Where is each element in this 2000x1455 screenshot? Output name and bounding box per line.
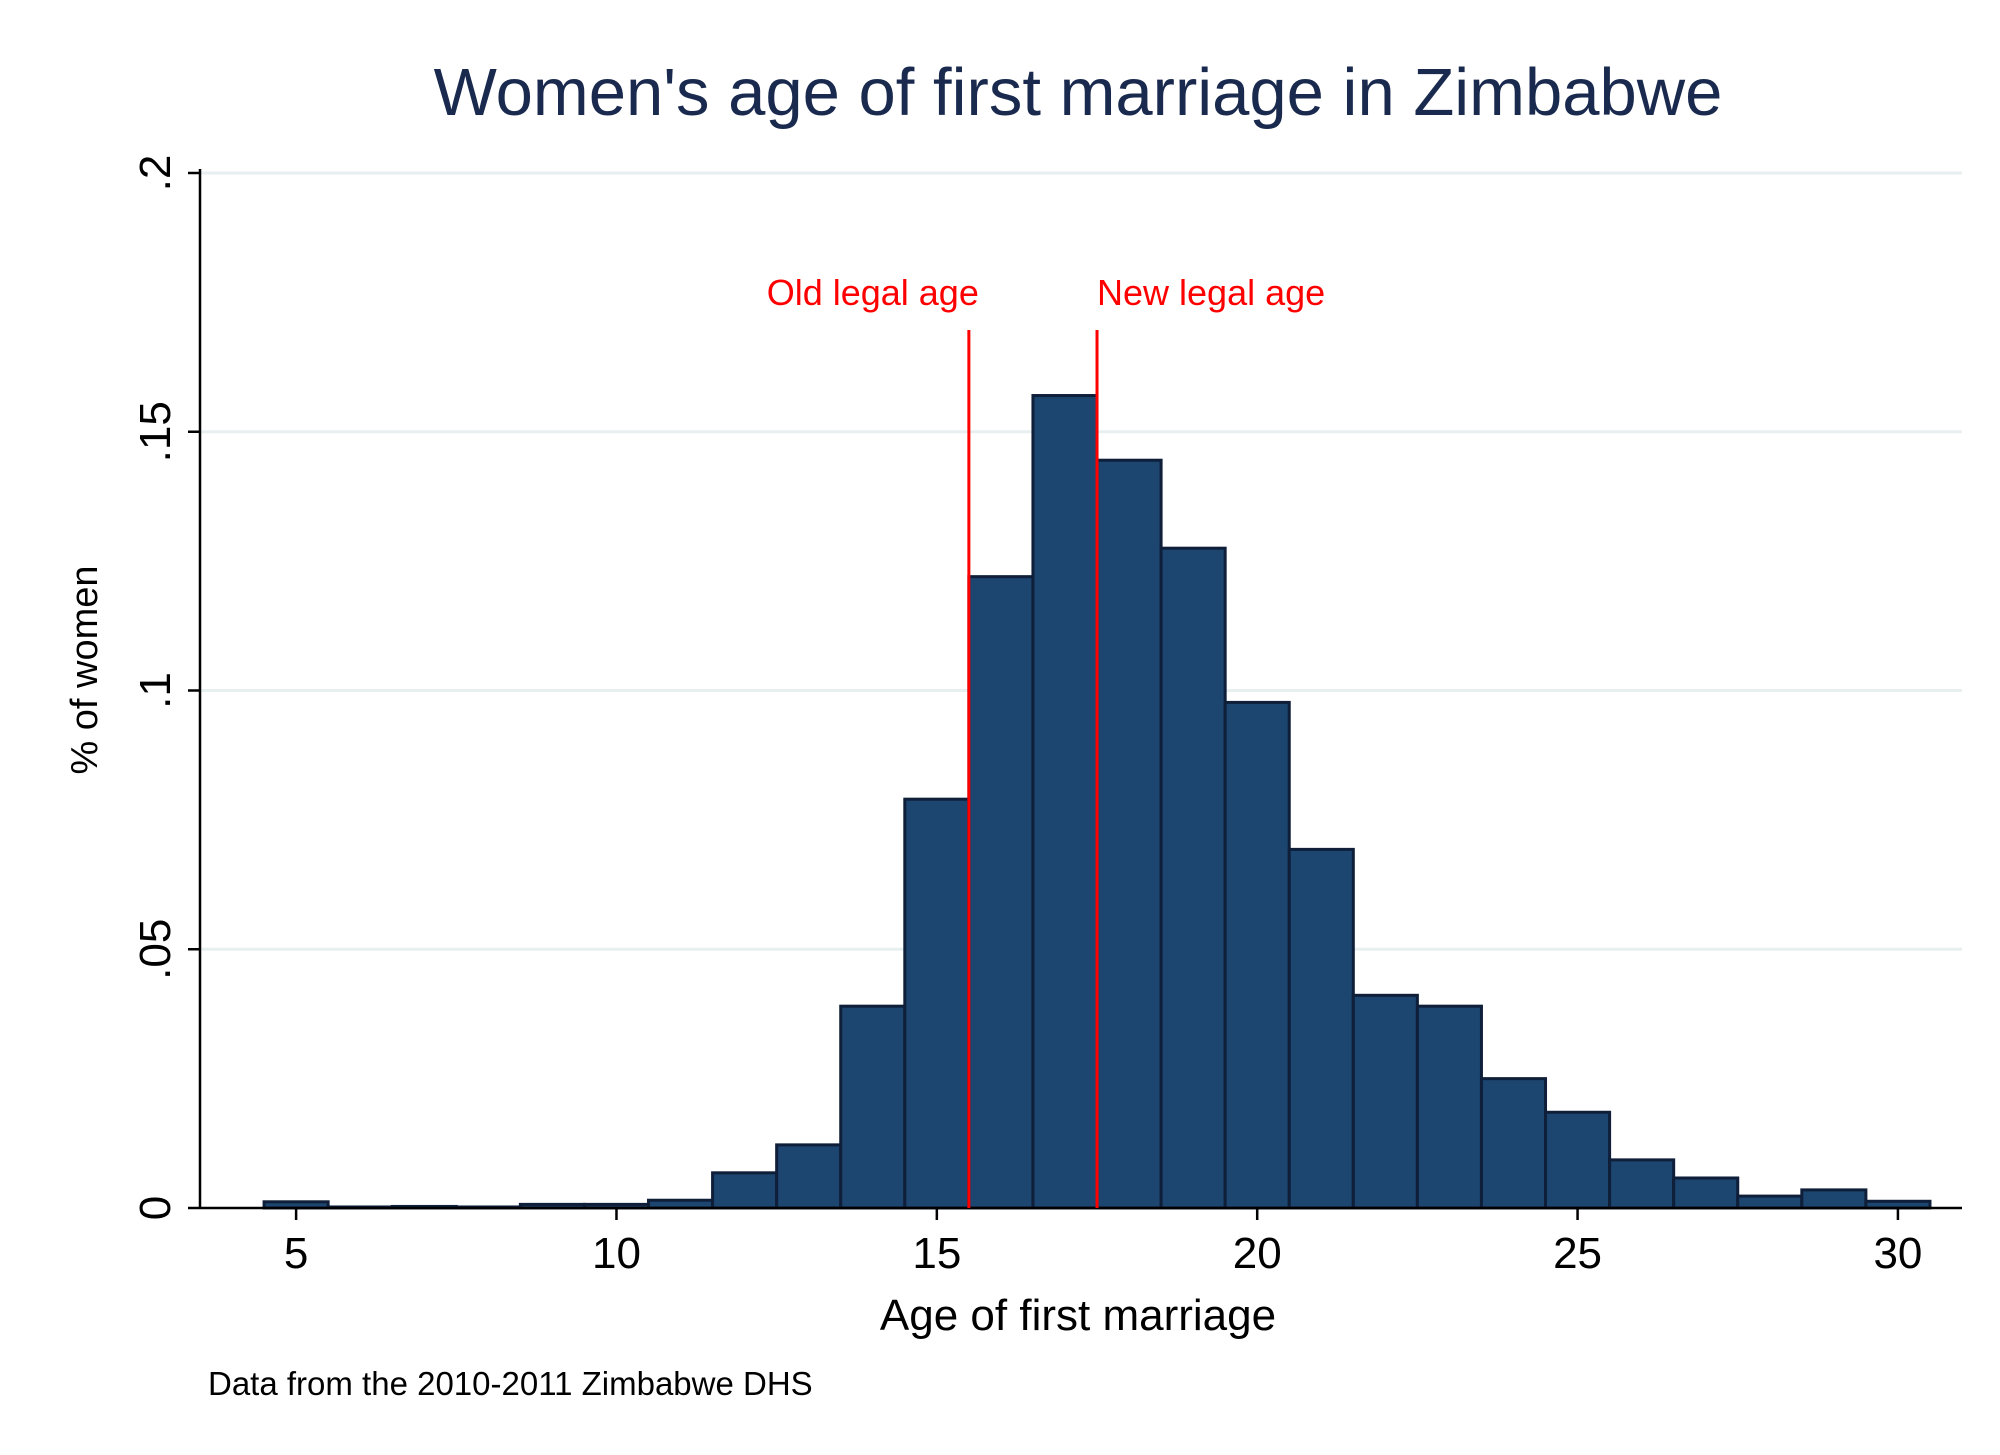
histogram-bar: [1351, 993, 1419, 1210]
y-tick-label: 0: [131, 1196, 180, 1220]
x-tick-label: 10: [592, 1229, 641, 1278]
histogram-bar: [839, 1004, 907, 1210]
y-tick-label: .05: [131, 919, 180, 980]
histogram-bar: [1800, 1188, 1868, 1210]
histogram-bar: [1095, 458, 1163, 1210]
axes: [198, 169, 1962, 1210]
histogram-bar: [1031, 394, 1099, 1210]
histogram-bar: [903, 797, 971, 1210]
histogram-bar: [1544, 1110, 1612, 1210]
x-axis-ticks: 5 10 15 20 25 30: [284, 1208, 1922, 1278]
histogram-bar: [1159, 546, 1227, 1210]
source-note: Data from the 2010-2011 Zimbabwe DHS: [208, 1365, 813, 1402]
histogram-bar: [1223, 700, 1291, 1210]
histogram-bar: [1479, 1077, 1548, 1210]
histogram-bar: [1736, 1194, 1804, 1210]
y-tick-label: .2: [131, 155, 180, 192]
y-tick-label: .15: [131, 401, 180, 462]
reference-line-label: New legal age: [1097, 272, 1325, 313]
histogram-bars: [262, 394, 1932, 1210]
chart-title: Women's age of first marriage in Zimbabw…: [434, 55, 1723, 130]
reference-line-label: Old legal age: [767, 272, 979, 313]
histogram-bar: [1672, 1176, 1740, 1210]
x-tick-label: 5: [284, 1229, 308, 1278]
reference-lines: Old legal age New legal age: [767, 272, 1325, 1208]
x-tick-label: 25: [1553, 1229, 1602, 1278]
x-tick-label: 30: [1873, 1229, 1922, 1278]
histogram-bar: [1415, 1004, 1483, 1210]
x-tick-label: 20: [1233, 1229, 1282, 1278]
histogram-bar: [1608, 1158, 1676, 1210]
y-axis-title: % of women: [64, 565, 106, 774]
histogram-bar: [711, 1171, 779, 1210]
y-tick-label: .1: [131, 672, 180, 709]
histogram-bar: [1287, 847, 1355, 1210]
x-axis-title: Age of first marriage: [880, 1291, 1276, 1340]
x-tick-label: 15: [912, 1229, 961, 1278]
histogram-bar: [775, 1143, 843, 1210]
y-axis-ticks: 0 .05 .1 .15 .2: [131, 155, 200, 1220]
histogram-bar: [967, 575, 1035, 1210]
